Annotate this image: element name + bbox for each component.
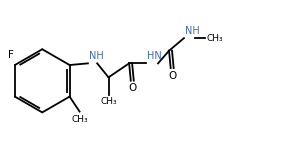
Text: HN: HN <box>147 51 162 61</box>
Text: CH₃: CH₃ <box>206 34 223 43</box>
Text: NH: NH <box>185 26 199 36</box>
Text: CH₃: CH₃ <box>100 97 117 106</box>
Text: O: O <box>128 83 136 93</box>
Text: NH: NH <box>89 51 103 61</box>
Text: CH₃: CH₃ <box>71 115 88 124</box>
Text: O: O <box>168 71 176 81</box>
Text: F: F <box>8 50 14 60</box>
